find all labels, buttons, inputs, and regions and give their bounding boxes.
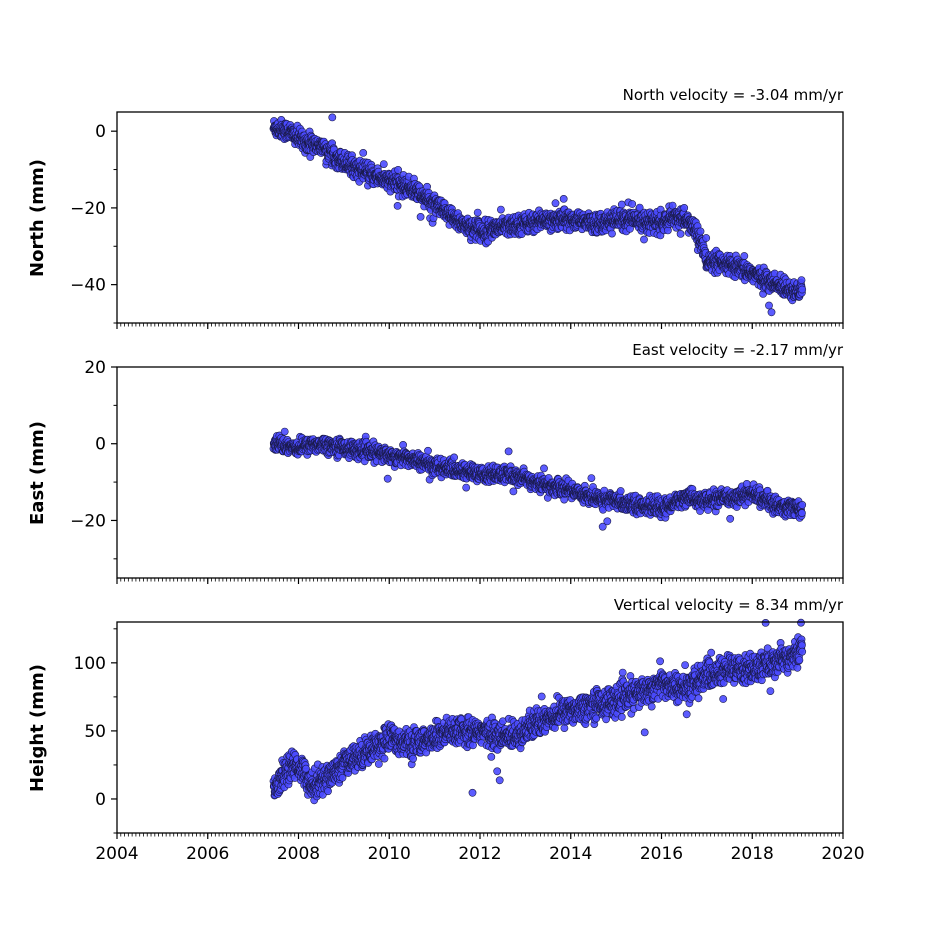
- north-data-point: [416, 212, 425, 221]
- north-data-point: [559, 194, 568, 203]
- north-data-point: [798, 285, 807, 294]
- north-data-point: [359, 148, 368, 157]
- north-data-point: [797, 276, 806, 284]
- east-data-point: [540, 464, 548, 473]
- east-data-point: [603, 517, 612, 526]
- north-data-point: [628, 200, 637, 208]
- north-data-point: [702, 234, 711, 242]
- north-y-tick-label: −40: [70, 276, 106, 296]
- north-data-point: [496, 205, 505, 214]
- north-data-point: [394, 165, 402, 174]
- north-data-point: [328, 113, 337, 122]
- east-data-point: [383, 474, 392, 483]
- north-data-point: [740, 252, 749, 260]
- north-data-point: [617, 200, 626, 209]
- north-data-point: [379, 160, 388, 168]
- east-data-point: [509, 487, 518, 496]
- east-data-point: [587, 474, 596, 482]
- north-data-point: [668, 201, 677, 210]
- north-data-point: [473, 208, 482, 217]
- east-data-point: [280, 427, 289, 436]
- north-data-point: [680, 203, 689, 212]
- north-data-point: [765, 301, 773, 310]
- east-y-tick-label: −20: [70, 511, 106, 531]
- north-data-point: [696, 227, 705, 236]
- north-scatter-series: [269, 113, 807, 317]
- north-data-point: [608, 229, 616, 238]
- east-data-point: [450, 453, 458, 462]
- east-y-tick-label: 20: [84, 358, 106, 378]
- east-axis-label: East (mm): [27, 421, 48, 525]
- north-velocity-label: North velocity = -3.04 mm/yr: [623, 86, 844, 104]
- east-data-point: [616, 487, 625, 495]
- east-data-point: [399, 440, 407, 449]
- east-velocity-label: East velocity = -2.17 mm/yr: [632, 341, 844, 359]
- north-data-point: [640, 235, 648, 244]
- east-data-point: [424, 446, 432, 455]
- east-data-point: [726, 514, 735, 523]
- north-y-tick-label: 0: [95, 122, 106, 142]
- east-data-point: [504, 447, 513, 456]
- north-y-tick-label: −20: [70, 199, 106, 219]
- east-data-point: [462, 483, 471, 492]
- east-y-tick-label: 0: [95, 435, 106, 455]
- panel-north: North velocity = -3.04 mm/yr North (mm) …: [27, 86, 844, 329]
- north-data-point: [551, 199, 560, 208]
- north-data-point: [676, 229, 685, 238]
- north-axis-label: North (mm): [27, 159, 48, 277]
- north-data-point: [393, 201, 402, 210]
- north-data-point: [767, 308, 776, 317]
